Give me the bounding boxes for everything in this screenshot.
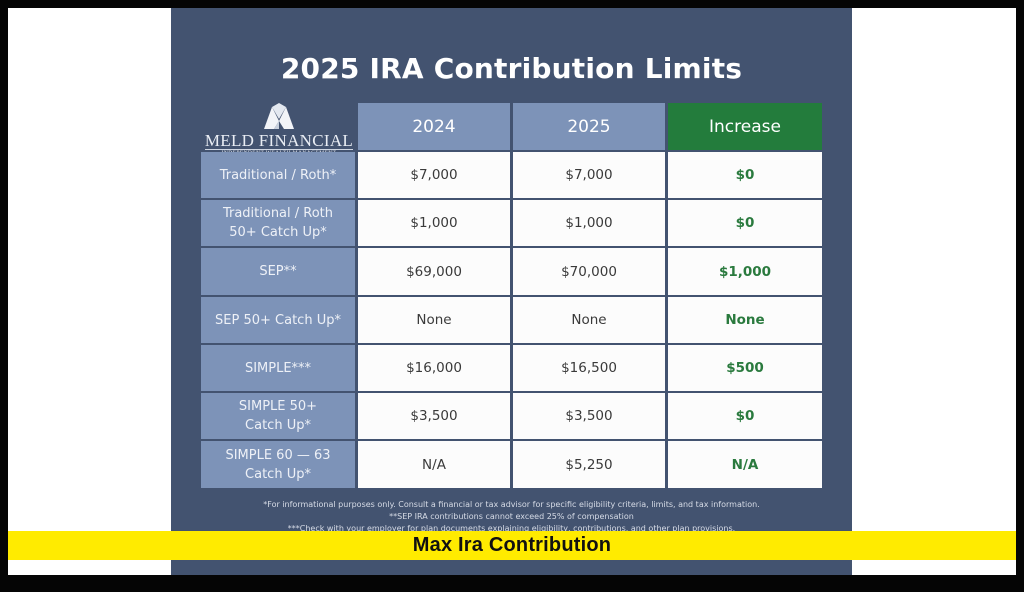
cell-increase: N/A — [668, 441, 822, 488]
column-header-increase: Increase — [668, 103, 822, 150]
cell-2024: $7,000 — [358, 152, 510, 198]
cell-2024: N/A — [358, 441, 510, 488]
logo: MELD FINANCIAL INDEPENDENT WEALTH MANAGE… — [201, 101, 357, 157]
cell-2024: $1,000 — [358, 200, 510, 246]
row-label-traditional-roth: Traditional / Roth* — [201, 152, 355, 198]
column-header-2025: 2025 — [513, 103, 665, 150]
caption-text: Max Ira Contribution — [412, 534, 612, 556]
row-label-simple: SIMPLE*** — [201, 345, 355, 391]
cell-2024: None — [358, 297, 510, 343]
cell-increase: $0 — [668, 152, 822, 198]
row-label-sep-catch-up: SEP 50+ Catch Up* — [201, 297, 355, 343]
footnote-1: *For informational purposes only. Consul… — [263, 500, 760, 509]
row-label-traditional-roth-catch-up: Traditional / Roth 50+ Catch Up* — [201, 200, 355, 246]
cell-2025: $7,000 — [513, 152, 665, 198]
cell-increase: $1,000 — [668, 248, 822, 295]
cell-2025: None — [513, 297, 665, 343]
cell-2025: $1,000 — [513, 200, 665, 246]
cell-2025: $16,500 — [513, 345, 665, 391]
row-label-simple-50-catch-up: SIMPLE 50+ Catch Up* — [201, 393, 355, 439]
cell-2024: $69,000 — [358, 248, 510, 295]
logo-name: MELD FINANCIAL — [204, 131, 354, 150]
cell-increase: $0 — [668, 393, 822, 439]
cell-increase: $0 — [668, 200, 822, 246]
footnote-3: ***Check with your employer for plan doc… — [287, 524, 736, 533]
cell-2024: $16,000 — [358, 345, 510, 391]
row-label-simple-60-63-catch-up: SIMPLE 60 — 63 Catch Up* — [201, 441, 355, 488]
cell-increase: None — [668, 297, 822, 343]
column-header-2024: 2024 — [358, 103, 510, 150]
footnote-2: **SEP IRA contributions cannot exceed 25… — [389, 512, 634, 521]
row-label-sep: SEP** — [201, 248, 355, 295]
cell-2025: $3,500 — [513, 393, 665, 439]
page-title: 2025 IRA Contribution Limits — [280, 52, 743, 85]
cell-increase: $500 — [668, 345, 822, 391]
meld-mountain-logo-icon — [264, 103, 294, 129]
caption-banner: Max Ira Contribution — [8, 531, 1016, 560]
infographic-panel: 2025 IRA Contribution Limits MELD FINANC… — [171, 8, 852, 575]
cell-2024: $3,500 — [358, 393, 510, 439]
cell-2025: $5,250 — [513, 441, 665, 488]
cell-2025: $70,000 — [513, 248, 665, 295]
